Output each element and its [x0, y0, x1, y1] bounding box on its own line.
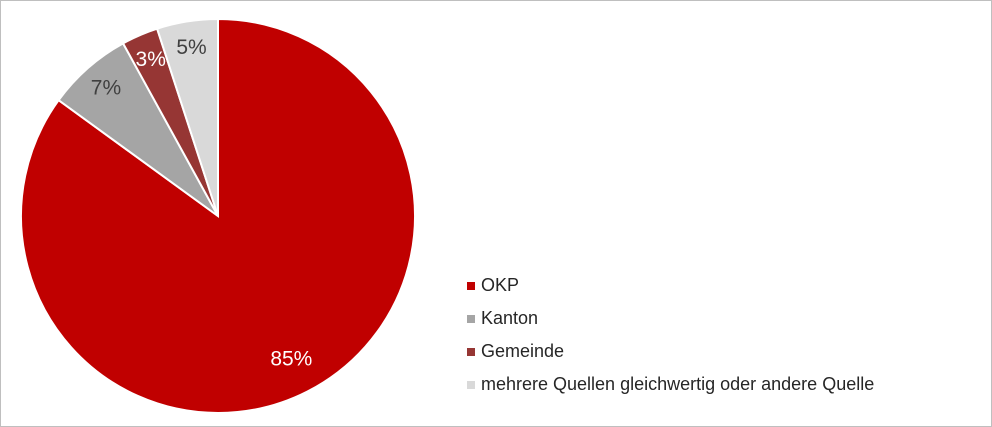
- pie-slice: [155, 17, 219, 217]
- legend-label: OKP: [481, 275, 519, 295]
- legend-label: Kanton: [481, 308, 538, 328]
- data-label: 7%: [91, 76, 121, 99]
- legend-swatch: [467, 315, 475, 323]
- legend-label: mehrere Quellen gleichwertig oder andere…: [481, 374, 874, 394]
- data-label: 5%: [176, 36, 206, 59]
- legend-swatch: [467, 381, 475, 389]
- data-label: 3%: [136, 48, 166, 71]
- legend-label: Gemeinde: [481, 341, 564, 361]
- legend-swatch: [467, 282, 475, 290]
- legend-swatch: [467, 348, 475, 356]
- data-label: 85%: [270, 347, 312, 370]
